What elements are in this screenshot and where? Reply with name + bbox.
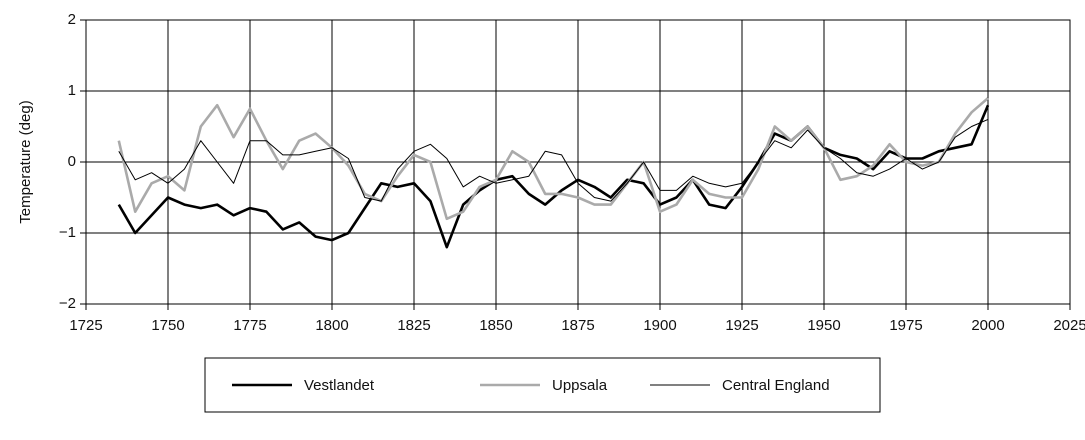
y-axis-label: Temperature (deg)	[17, 100, 34, 223]
x-tick-label: 1875	[561, 317, 594, 334]
x-tick-label: 2025	[1053, 317, 1085, 334]
x-tick-label: 1975	[889, 317, 922, 334]
x-tick-label: 1925	[725, 317, 758, 334]
legend-label: Central England	[722, 377, 830, 394]
line-series	[117, 97, 989, 221]
y-tick-label: −1	[59, 224, 76, 241]
x-tick-label: 1900	[643, 317, 676, 334]
y-tick-label: 1	[68, 82, 76, 99]
x-tick-label: 2000	[971, 317, 1004, 334]
y-tick-label: 2	[68, 11, 76, 28]
legend-label: Uppsala	[552, 377, 608, 394]
line-series	[118, 118, 989, 202]
x-tick-label: 1850	[479, 317, 512, 334]
x-tick-label: 1725	[69, 317, 102, 334]
x-tick-label: 1950	[807, 317, 840, 334]
x-tick-label: 1750	[151, 317, 184, 334]
x-tick-label: 1800	[315, 317, 348, 334]
x-tick-label: 1775	[233, 317, 266, 334]
legend-label: Vestlandet	[304, 377, 375, 394]
y-tick-label: 0	[68, 153, 76, 170]
legend-box	[204, 357, 881, 413]
x-tick-label: 1825	[397, 317, 430, 334]
line-series	[117, 104, 990, 249]
y-tick-label: −2	[59, 295, 76, 312]
